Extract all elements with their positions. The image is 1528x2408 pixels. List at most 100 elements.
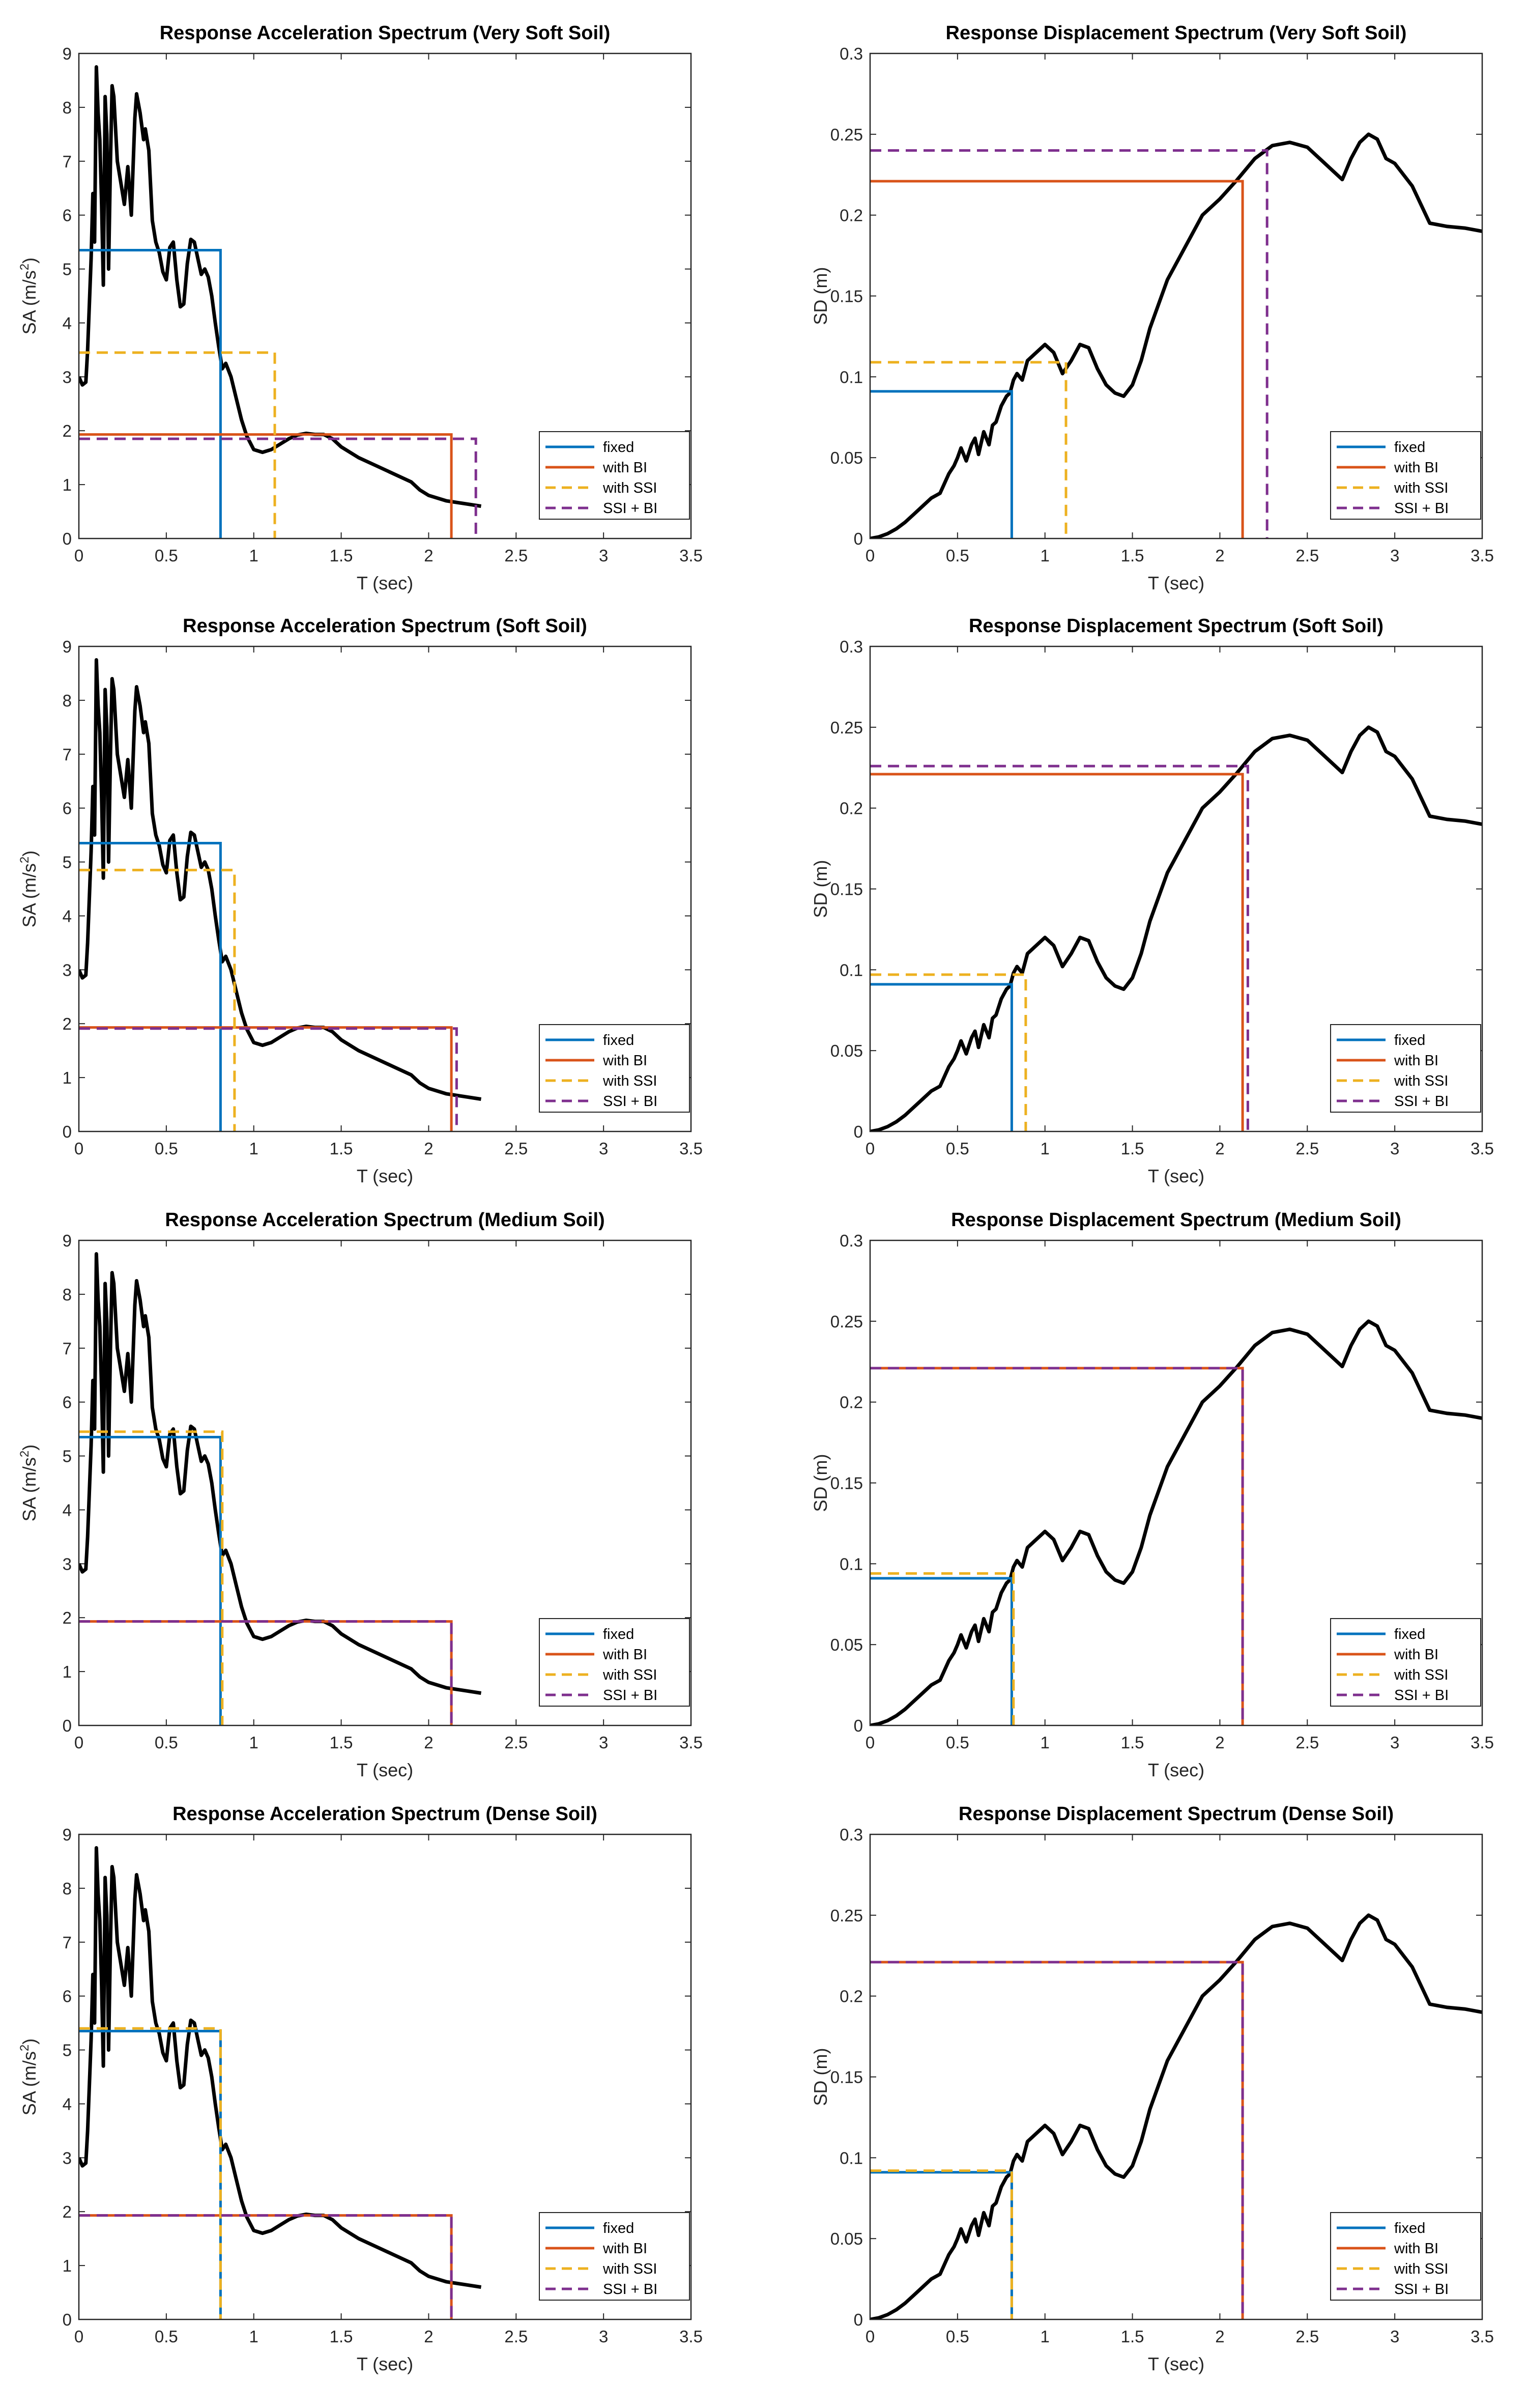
x-tick-label: 1 xyxy=(1041,1139,1050,1158)
data-layer xyxy=(79,65,482,539)
legend-label: with SSI xyxy=(602,1667,657,1683)
chart-title: Response Acceleration Spectrum (Dense So… xyxy=(172,1803,597,1825)
y-tick-label: 0.05 xyxy=(830,1041,863,1060)
x-tick-label: 0 xyxy=(74,1139,83,1158)
y-tick-label: 0.2 xyxy=(840,1987,863,2006)
y-axis-label: SA (m/s2) xyxy=(18,2038,40,2115)
y-axis-label-sup: 2 xyxy=(18,857,32,863)
legend-label: SSI + BI xyxy=(603,2281,657,2298)
legend-label: with SSI xyxy=(602,480,657,496)
y-tick-label: 0.05 xyxy=(830,2229,863,2248)
x-tick-label: 2.5 xyxy=(504,1733,528,1752)
marker-line-fixed xyxy=(79,249,222,539)
marker-line-ssi-bi xyxy=(79,437,477,539)
x-tick-label: 3 xyxy=(599,2327,608,2346)
y-tick-label: 0.25 xyxy=(830,125,863,144)
x-tick-label: 0.5 xyxy=(155,1139,178,1158)
marker-line-fixed xyxy=(870,1577,1013,1725)
y-tick-label: 3 xyxy=(63,2148,72,2167)
legend: fixed with BI with SSI SSI + BI xyxy=(1330,1618,1481,1707)
legend: fixed with BI with SSI SSI + BI xyxy=(539,431,690,520)
x-tick-label: 3.5 xyxy=(679,1733,703,1752)
y-tick-label: 0.05 xyxy=(830,448,863,467)
y-axis-label: SA (m/s2) xyxy=(18,258,40,334)
y-tick-label: 2 xyxy=(63,1608,72,1627)
y-axis-label-sup: 2 xyxy=(18,1451,32,1457)
axes-box xyxy=(78,52,692,540)
legend-label: with BI xyxy=(1394,1053,1438,1069)
y-tick-label: 0.15 xyxy=(830,287,863,306)
y-tick-label: 3 xyxy=(63,1554,72,1573)
y-tick-label: 9 xyxy=(63,1825,72,1844)
y-tick-label: 0.3 xyxy=(840,1231,863,1250)
x-tick-label: 2.5 xyxy=(1295,1139,1319,1158)
legend-label: fixed xyxy=(603,1626,634,1642)
legend-label: with BI xyxy=(602,1053,647,1069)
x-tick-label: 1.5 xyxy=(1121,546,1144,565)
x-tick-label: 0 xyxy=(866,1733,875,1752)
x-tick-label: 1 xyxy=(249,546,258,565)
legend-label: with SSI xyxy=(1394,2261,1448,2277)
y-axis-label-end: ) xyxy=(19,851,40,857)
axes-box xyxy=(869,645,1483,1132)
legend: fixed with BI with SSI SSI + BI xyxy=(1330,1024,1481,1113)
marker-line-ssi-bi xyxy=(870,1961,1244,2319)
marker-line-with-ssi xyxy=(870,361,1068,539)
y-axis-label-main: SD (m) xyxy=(810,860,831,918)
x-axis-label: T (sec) xyxy=(357,1166,413,1186)
y-axis-label-main: SA (m/s xyxy=(19,863,40,927)
y-axis-label-main: SA (m/s xyxy=(19,1457,40,1521)
y-tick-label: 3 xyxy=(63,367,72,386)
y-tick-label: 9 xyxy=(63,44,72,63)
marker-line-with-bi xyxy=(870,180,1244,539)
marker-line-with-bi xyxy=(79,1620,453,1725)
y-tick-label: 7 xyxy=(63,745,72,764)
marker-line-with-ssi xyxy=(870,1572,1015,1725)
x-tick-label: 1.5 xyxy=(1121,2327,1144,2346)
y-tick-label: 6 xyxy=(63,1987,72,2006)
y-tick-label: 1 xyxy=(63,2256,72,2275)
x-tick-label: 3 xyxy=(1390,1139,1399,1158)
x-tick-label: 2 xyxy=(424,1733,433,1752)
y-tick-label: 8 xyxy=(63,691,72,710)
y-axis-label-end: ) xyxy=(19,2038,40,2045)
marker-line-fixed xyxy=(870,390,1013,539)
x-tick-label: 0 xyxy=(74,546,83,565)
chart-panel-6: Response Displacement Spectrum (Medium S… xyxy=(810,1209,1494,1780)
x-tick-label: 3.5 xyxy=(679,1139,703,1158)
chart-panel-7: Response Acceleration Spectrum (Dense So… xyxy=(18,1803,703,2374)
y-tick-label: 1 xyxy=(63,475,72,494)
spectrum-curve xyxy=(870,1319,1482,1725)
axes-box xyxy=(869,52,1483,540)
data-layer xyxy=(870,132,1482,539)
x-tick-label: 2 xyxy=(1215,1733,1224,1752)
marker-line-with-bi xyxy=(79,1026,453,1131)
axes-box xyxy=(78,1239,692,1726)
x-tick-label: 0 xyxy=(74,1733,83,1752)
x-tick-label: 1 xyxy=(1041,2327,1050,2346)
spectrum-curve xyxy=(870,725,1482,1131)
data-layer xyxy=(870,725,1482,1131)
y-axis-label-main: SA (m/s xyxy=(19,270,40,334)
x-axis-label: T (sec) xyxy=(1148,1166,1204,1186)
y-axis-label-main: SD (m) xyxy=(810,1454,831,1512)
axes-box xyxy=(78,1833,692,2320)
y-tick-label: 0 xyxy=(63,2310,72,2329)
data-layer xyxy=(870,1913,1482,2319)
legend-label: fixed xyxy=(1394,1626,1425,1642)
x-tick-label: 1 xyxy=(249,1733,258,1752)
legend-label: SSI + BI xyxy=(603,500,657,517)
x-tick-label: 0.5 xyxy=(946,1139,969,1158)
x-tick-label: 1.5 xyxy=(330,1139,353,1158)
legend-label: with BI xyxy=(602,2241,647,2257)
data-layer xyxy=(79,1846,482,2319)
data-layer xyxy=(79,658,482,1131)
x-tick-label: 0 xyxy=(866,546,875,565)
x-tick-label: 3.5 xyxy=(1471,1733,1494,1752)
y-tick-label: 4 xyxy=(63,314,72,332)
x-tick-label: 2 xyxy=(1215,2327,1224,2346)
x-tick-label: 0.5 xyxy=(155,546,178,565)
chart-grid: Response Acceleration Spectrum (Very Sof… xyxy=(18,22,1494,2374)
y-tick-label: 4 xyxy=(63,2094,72,2113)
y-tick-label: 5 xyxy=(63,260,72,279)
